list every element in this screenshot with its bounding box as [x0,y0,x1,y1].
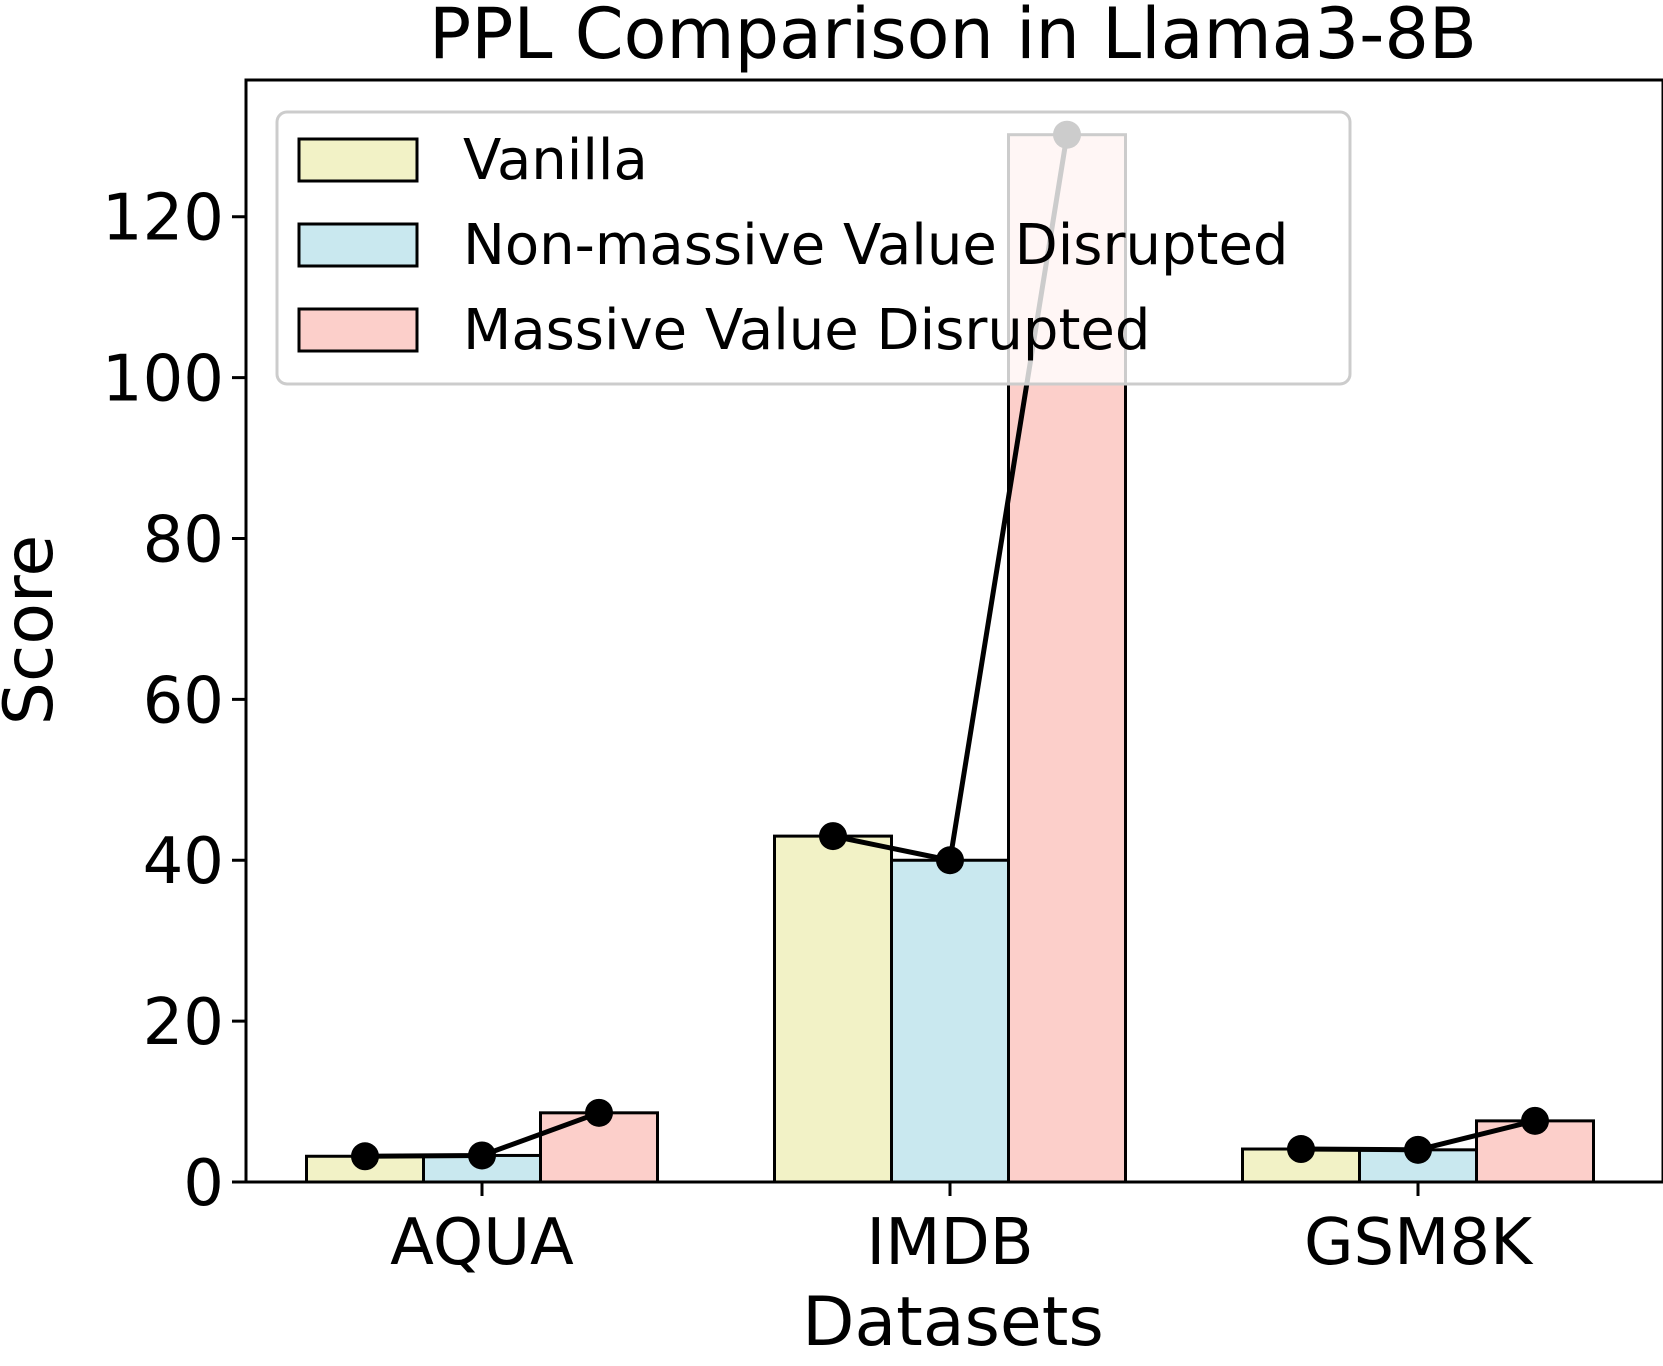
marker-aqua-series-3 [585,1098,613,1127]
marker-aqua-series-2 [468,1141,496,1170]
marker-aqua-series-1 [351,1142,379,1171]
legend-swatch-1 [297,137,419,183]
legend-label-2: Non-massive Value Disrupted [463,213,1288,278]
marker-imdb-series-1 [819,822,847,851]
x-tick-label-aqua: AQUA [390,1206,574,1280]
y-tick-label-40: 40 [143,825,224,899]
y-tick-label-0: 0 [183,1147,224,1221]
marker-gsm8k-series-3 [1521,1106,1549,1135]
chart-title: PPL Comparison in Llama3-8B [429,0,1477,75]
x-tick-label-imdb: IMDB [866,1206,1033,1280]
bar-imdb-series-1 [773,834,893,1184]
plot-frame [244,78,1663,1184]
y-tick-label-100: 100 [102,343,224,417]
legend: Vanilla Non-massive Value Disrupted Massiv… [275,110,1352,386]
marker-gsm8k-series-2 [1404,1135,1432,1164]
marker-imdb-series-2 [936,846,964,875]
bar-imdb-series-2 [890,858,1010,1184]
x-axis-label: Datasets [802,1283,1104,1362]
x-tick-label-gsm8k: GSM8K [1304,1206,1534,1280]
legend-box [275,110,1352,386]
y-tick-label-60: 60 [143,664,224,738]
legend-swatch-3 [297,307,419,353]
y-tick-label-120: 120 [102,182,224,256]
legend-label-3: Massive Value Disrupted [463,298,1150,363]
y-tick-label-80: 80 [143,503,224,577]
legend-swatch-2 [297,222,419,268]
axes: 0 20 40 60 80 100 120 AQUA IMDB GSM8K [102,78,1663,1280]
marker-gsm8k-series-1 [1287,1135,1315,1164]
legend-label-1: Vanilla [463,128,648,193]
y-tick-label-20: 20 [143,986,224,1060]
y-axis-label: Score [0,535,69,725]
